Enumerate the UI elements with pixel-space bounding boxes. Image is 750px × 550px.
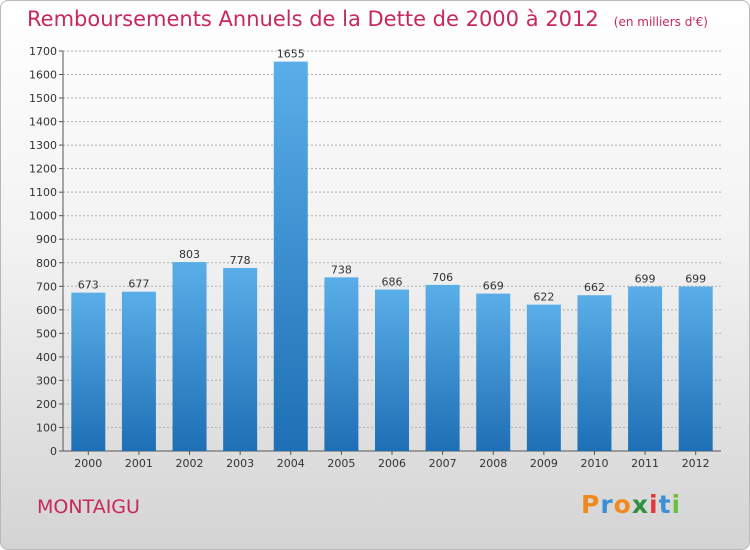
bars <box>71 61 713 452</box>
logo-letter: P <box>581 490 601 519</box>
data-label: 803 <box>179 248 200 261</box>
y-tick-label: 1400 <box>29 116 57 129</box>
bar <box>375 289 409 451</box>
y-tick-label: 500 <box>36 327 57 340</box>
data-label: 699 <box>685 273 706 286</box>
data-label: 622 <box>533 291 554 304</box>
logo-letter: t <box>658 490 672 519</box>
x-tick-label: 2003 <box>226 457 254 470</box>
y-tick-label: 1000 <box>29 210 57 223</box>
bar <box>476 293 511 451</box>
logo-letter: o <box>613 490 632 519</box>
data-label: 1655 <box>277 48 305 61</box>
y-tick-label: 300 <box>36 374 57 387</box>
x-tick-label: 2004 <box>277 457 305 470</box>
logo-letter: i <box>671 490 682 519</box>
data-label: 706 <box>432 271 453 284</box>
y-tick-label: 800 <box>36 257 57 270</box>
y-tick-label: 1200 <box>29 163 57 176</box>
logo-letter: x <box>631 490 649 519</box>
x-tick-label: 2010 <box>580 457 608 470</box>
y-tick-label: 1500 <box>29 92 57 105</box>
x-tick-label: 2009 <box>530 457 558 470</box>
bar <box>628 286 663 451</box>
x-tick-label: 2001 <box>125 457 153 470</box>
y-tick-label: 1700 <box>29 45 57 58</box>
bar <box>172 262 207 451</box>
bar <box>678 286 713 451</box>
bar <box>577 295 612 451</box>
data-label: 662 <box>584 281 605 294</box>
commune-name: MONTAIGU <box>37 496 140 518</box>
y-tick-label: 200 <box>36 398 57 411</box>
data-label: 686 <box>382 276 403 289</box>
unit-note: (en milliers d'€) <box>613 15 708 29</box>
bar <box>324 277 359 451</box>
x-tick-label: 2008 <box>479 457 507 470</box>
data-label: 673 <box>78 279 99 292</box>
logo-letter: i <box>649 490 659 519</box>
x-tick-label: 2012 <box>682 457 710 470</box>
y-tick-label: 700 <box>36 280 57 293</box>
y-tick-label: 900 <box>36 233 57 246</box>
x-tick-label: 2011 <box>631 457 659 470</box>
chart-title-block: Remboursements Annuels de la Dette de 20… <box>27 7 708 31</box>
x-tick-label: 2007 <box>429 457 457 470</box>
y-tick-label: 600 <box>36 304 57 317</box>
y-tick-label: 100 <box>36 421 57 434</box>
y-tick-label: 1600 <box>29 69 57 82</box>
bar <box>223 267 258 451</box>
data-label: 699 <box>635 273 656 286</box>
bar <box>526 304 561 451</box>
x-tick-label: 2000 <box>74 457 102 470</box>
y-tick-label: 1100 <box>29 186 57 199</box>
x-tick-label: 2002 <box>176 457 204 470</box>
chart-title: Remboursements Annuels de la Dette de 20… <box>27 7 599 31</box>
data-label: 778 <box>230 254 251 267</box>
bar <box>273 61 308 452</box>
data-label: 677 <box>128 278 149 291</box>
proxiti-logo: Proxiti <box>581 490 681 519</box>
data-label: 738 <box>331 263 352 276</box>
bar <box>71 292 106 451</box>
data-labels: 673 677 803 778 1655 738 686 706 669 622 662 699 699 <box>78 48 706 304</box>
y-tick-label: 1300 <box>29 139 57 152</box>
y-tick-label: 0 <box>50 445 57 458</box>
y-tick-label: 400 <box>36 351 57 364</box>
bar <box>121 291 156 451</box>
data-label: 669 <box>483 280 504 293</box>
x-tick-label: 2005 <box>327 457 355 470</box>
x-tick-label: 2006 <box>378 457 406 470</box>
bar <box>425 284 460 451</box>
logo-letter: r <box>600 490 614 519</box>
